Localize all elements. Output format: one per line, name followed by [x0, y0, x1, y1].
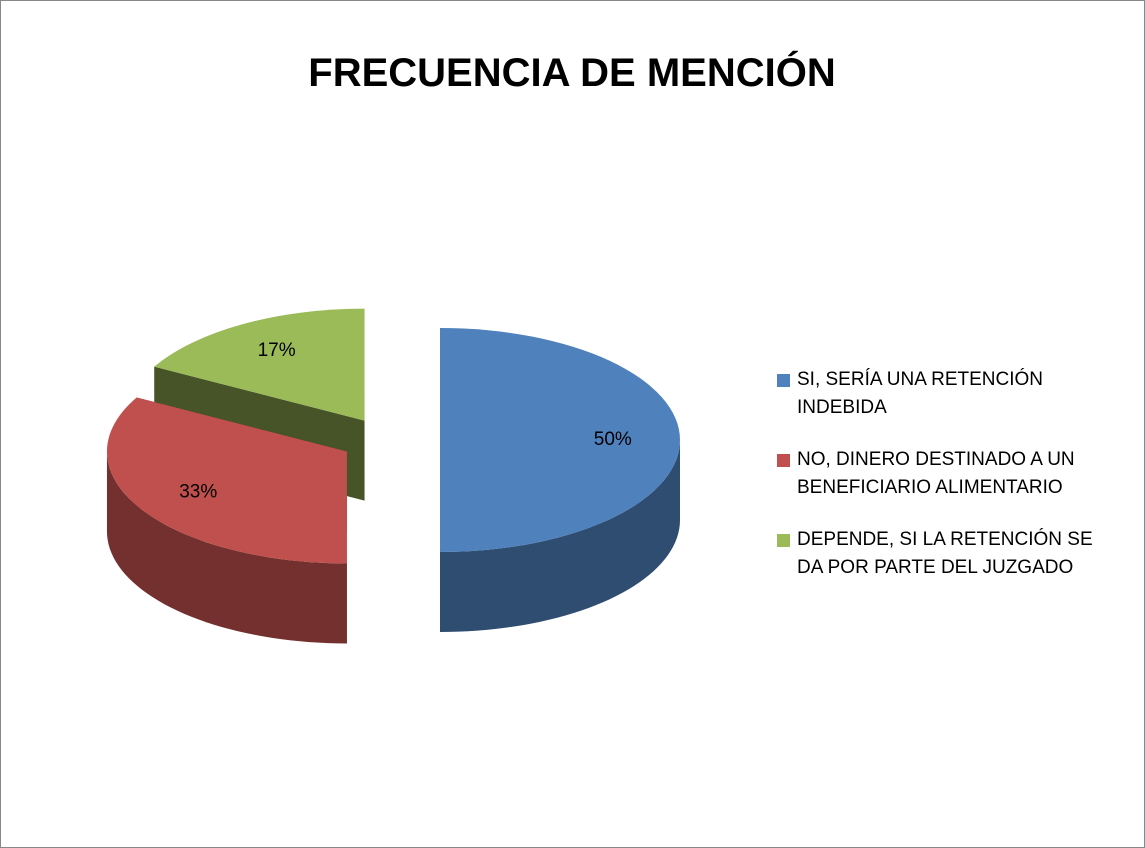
legend-item: DEPENDE, SI LA RETENCIÓN SE DA POR PARTE…	[777, 526, 1117, 582]
slice	[106, 397, 347, 644]
chart-title: FRECUENCIA DE MENCIÓN	[308, 49, 835, 95]
slice-top	[154, 308, 365, 421]
legend-swatch	[777, 534, 790, 547]
legend: SI, SERÍA UNA RETENCIÓN INDEBIDA NO, DINE…	[777, 366, 1117, 606]
slice-top	[440, 328, 680, 552]
legend-label: SI, SERÍA UNA RETENCIÓN INDEBIDA	[797, 369, 1043, 418]
data-label: 50%	[594, 429, 632, 450]
slice-wall	[440, 440, 680, 632]
data-label: 33%	[179, 482, 217, 503]
legend-item: SI, SERÍA UNA RETENCIÓN INDEBIDA	[777, 366, 1117, 422]
legend-item: NO, DINERO DESTINADO A UN BENEFICIARIO A…	[777, 446, 1117, 502]
legend-swatch	[777, 374, 790, 387]
data-label: 17%	[258, 340, 296, 361]
legend-label: NO, DINERO DESTINADO A UN BENEFICIARIO A…	[797, 449, 1075, 498]
slice-wall	[106, 451, 347, 644]
legend-label: DEPENDE, SI LA RETENCIÓN SE DA POR PARTE…	[797, 529, 1093, 578]
slice	[440, 328, 680, 632]
slice-top	[106, 397, 347, 564]
legend-swatch	[777, 454, 790, 467]
